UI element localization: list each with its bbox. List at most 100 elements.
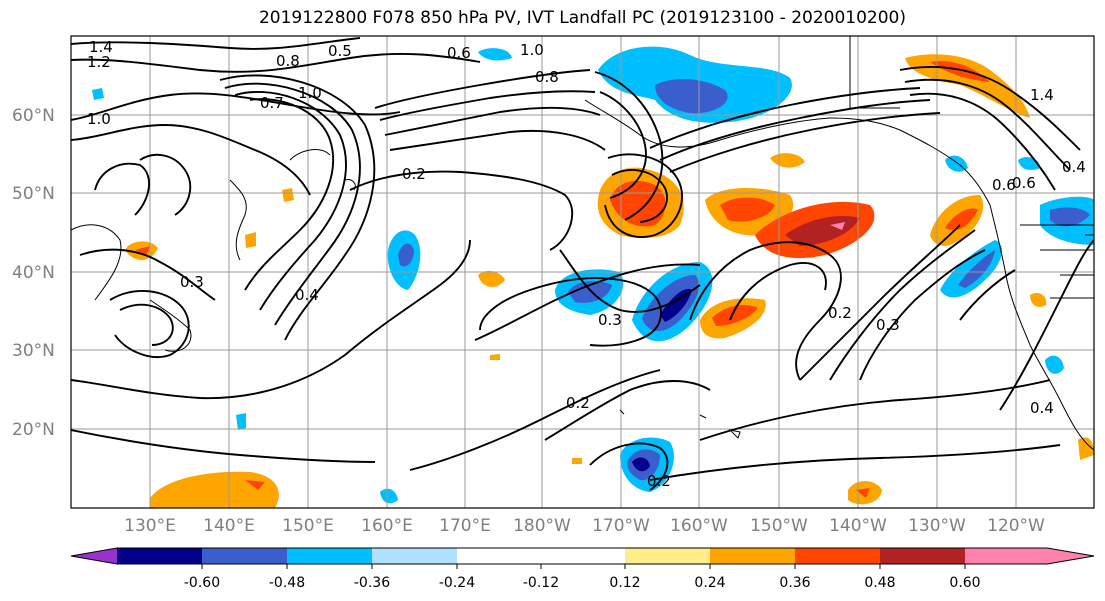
lat-label: 30°N: [12, 341, 55, 361]
colorbar-segment: [625, 548, 710, 564]
contour-label: 0.6: [1012, 174, 1036, 192]
colorbar-tick-label: 0.12: [609, 575, 640, 591]
colorbar-tick-label: -0.24: [439, 575, 475, 591]
colorbar-tick-label: 0.24: [694, 575, 725, 591]
fill-red: [930, 61, 990, 82]
contour: [829, 229, 976, 381]
coastline: [584, 99, 831, 148]
lon-label: 170°E: [439, 516, 491, 536]
colorbar-segment: [457, 548, 541, 564]
coastline: [229, 179, 247, 261]
colorbar-tick-label: -0.60: [184, 575, 220, 591]
contour: [244, 98, 335, 291]
fill-blue: [380, 488, 398, 504]
lon-label: 130°E: [124, 516, 176, 536]
fill-blue-dark: [568, 280, 612, 303]
lat-label: 20°N: [12, 420, 55, 440]
coastline: [71, 224, 122, 301]
contour: [729, 262, 827, 321]
contour: [799, 224, 961, 381]
colorbar-tick-label: -0.12: [523, 575, 559, 591]
contour-label: 0.3: [598, 311, 622, 329]
contour-label: 1.0: [520, 41, 544, 59]
contour: [659, 99, 931, 161]
contour: [219, 74, 376, 341]
fill-navy: [660, 288, 692, 322]
contour-label: 0.4: [295, 286, 319, 304]
fill-red: [856, 488, 870, 498]
fill-red: [245, 480, 265, 490]
contour-label: 0.2: [402, 165, 426, 183]
map-title: 2019122800 F078 850 hPa PV, IVT Landfall…: [258, 8, 906, 28]
contour: [389, 129, 606, 151]
map-frame: [70, 35, 1095, 509]
contour: [384, 106, 601, 136]
contour: [544, 380, 711, 441]
contour: [604, 153, 683, 238]
fill-red: [720, 197, 775, 222]
fill-red: [945, 208, 978, 231]
contour: [71, 239, 471, 400]
contour: [224, 82, 361, 326]
contour: [71, 92, 401, 121]
fill-pink: [830, 222, 845, 230]
contour-label: 1.4: [1030, 86, 1054, 104]
contour: [234, 91, 347, 311]
fill-red: [712, 305, 758, 326]
contour-label: 0.8: [276, 52, 300, 70]
lon-label: 130°W: [908, 516, 966, 536]
lat-label: 40°N: [12, 263, 55, 283]
lon-label: 160°W: [670, 516, 728, 536]
colorbar-tick-label: -0.36: [354, 575, 390, 591]
fill-blue: [940, 240, 1003, 298]
contour: [959, 269, 1016, 321]
contour: [374, 69, 591, 109]
coastline: [289, 149, 331, 161]
fill-orange: [490, 354, 500, 360]
contour: [349, 170, 574, 251]
border: [1040, 249, 1094, 299]
contour-label: 1.4: [89, 38, 113, 56]
fill-blue: [92, 88, 104, 100]
contour: [999, 239, 1094, 411]
contour: [474, 263, 701, 341]
fill-red: [135, 246, 150, 256]
contour-label: 0.2: [647, 472, 671, 490]
contour: [559, 249, 701, 313]
lon-label: 160°E: [361, 516, 413, 536]
fill-blue: [236, 413, 246, 430]
colorbar-segment: [880, 548, 965, 564]
contour: [899, 65, 1081, 151]
colorbar-segment: [541, 548, 625, 564]
fill-blue-dark: [958, 250, 995, 288]
contour: [909, 92, 1056, 191]
colorbar-tick-label: 0.48: [864, 575, 895, 591]
pv-contours: [71, 37, 1094, 491]
lon-label: 180°W: [513, 516, 571, 536]
contour-label: 1.2: [87, 53, 111, 71]
colorbar-segment: [287, 548, 372, 564]
contour: [94, 162, 150, 216]
contour: [71, 124, 311, 196]
fill-orange: [1078, 437, 1094, 460]
fill-orange: [478, 270, 505, 287]
fill-blue-dark: [655, 78, 728, 114]
contour: [379, 90, 596, 121]
contour-label: 0.3: [180, 273, 204, 291]
contour: [649, 87, 921, 149]
contour: [594, 71, 664, 221]
contour-labels: 1.4 1.2 1.0 0.5 0.8 0.6 1.0 0.8 0.7 1.0 …: [87, 38, 1086, 490]
colorbar-tick-label: 0.36: [779, 575, 810, 591]
fill-blue: [478, 48, 512, 61]
contour: [409, 369, 661, 471]
fill-orange: [572, 458, 582, 464]
contour-label: 0.4: [1030, 399, 1054, 417]
fill-blue-dark: [1050, 207, 1090, 227]
fill-orange: [282, 188, 294, 202]
lon-label: 120°W: [987, 516, 1045, 536]
contour: [71, 429, 376, 463]
contour-label: 0.2: [566, 394, 590, 412]
contour-label: 0.8: [535, 68, 559, 86]
lat-label: 50°N: [12, 184, 55, 204]
islands: [619, 409, 741, 439]
